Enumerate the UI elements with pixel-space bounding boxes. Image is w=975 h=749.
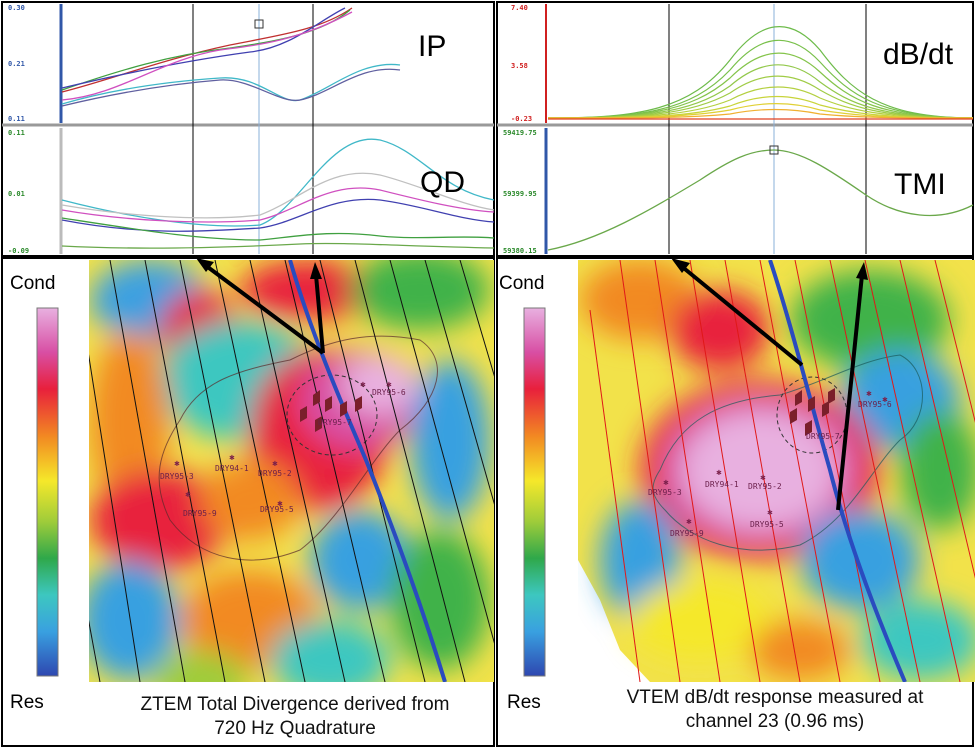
well-marker: ✱ [277,500,283,508]
qd-tick-max: 0.11 [8,129,25,137]
right-color-scale [523,307,546,677]
cursor-lines [258,4,775,254]
left-well-label: DRY94-1 [215,464,249,473]
right-well-label: DRY95-2 [748,482,782,491]
left-well-label: DRY95-3 [160,472,194,481]
tmi-title: TMI [894,168,946,201]
well-marker: ✱ [882,396,888,404]
ip-tick-mid: 0.21 [8,60,25,68]
tmi-tick-min: 59380.15 [503,247,537,255]
left-map-caption: ZTEM Total Divergence derived from 720 H… [95,693,495,741]
qd-tick-mid: 0.01 [8,190,25,198]
left-color-scale [36,307,59,677]
well-marker: ✱ [663,479,669,487]
well-marker: ✱ [686,518,692,526]
right-well-label: DRY95-6 [858,400,892,409]
well-marker: ✱ [185,491,191,499]
vtem-flight-lines [589,260,975,682]
vtem-wells: ✱ ✱ ✱ ✱ ✱ ✱ ✱ [663,390,888,526]
left-scale-top-label: Cond [10,273,56,294]
ztem-flight-lines [89,260,494,682]
right-well-label: DRY95-3 [648,488,682,497]
well-marker: ✱ [716,469,722,477]
vtem-fault-line [768,260,907,682]
tmi-curve [547,145,974,251]
right-well-label: DRY95-9 [670,529,704,538]
vtem-map: ✱ ✱ ✱ ✱ ✱ ✱ ✱ [578,260,975,682]
qd-title: QD [420,166,465,199]
right-well-label: DRY95-7 [806,432,840,441]
tmi-tick-max: 59419.75 [503,129,537,137]
well-marker: ✱ [386,381,392,389]
dbdt-title: dB/dt [883,38,954,71]
profile-plots [1,1,974,257]
right-plot-frame [496,1,974,257]
left-scale-bottom-label: Res [10,692,44,713]
ztem-drill-symbols [300,390,362,432]
right-well-label: DRY94-1 [705,480,739,489]
dbdt-tick-mid: 3.58 [511,62,528,70]
dbdt-curves [547,26,974,120]
ip-tick-max: 0.30 [8,4,25,12]
left-well-label: DRY95-2 [258,469,292,478]
left-well-label: DRY95-9 [183,509,217,518]
left-well-label: DRY95-6 [372,388,406,397]
left-well-label: DRY95-5 [260,505,294,514]
ztem-fault-line [288,260,447,682]
fiducial-lines [192,4,867,254]
well-marker: ✱ [866,390,872,398]
right-scale-top-label: Cond [499,273,545,294]
well-marker: ✱ [767,509,773,517]
correlation-arrows [196,258,868,511]
ztem-wells: ✱ ✱ ✱ ✱ ✱ ✱ ✱ [174,381,392,508]
well-marker: ✱ [360,381,366,389]
well-marker: ✱ [760,474,766,482]
right-caption-line1: VTEM dB/dt response measured at [626,687,924,708]
well-marker: ✱ [272,460,278,468]
ip-tick-min: 0.11 [8,115,25,123]
qd-tick-min: -0.09 [8,247,30,255]
right-caption-line2: channel 23 (0.96 ms) [685,711,865,732]
well-marker: ✱ [174,460,180,468]
vtem-drill-symbols [790,388,835,436]
left-caption-line2: 720 Hz Quadrature [214,718,376,739]
right-map-caption: VTEM dB/dt response measured at channel … [575,686,975,734]
right-scale-bottom-label: Res [507,692,541,713]
well-marker: ✱ [229,454,235,462]
tmi-tick-mid: 59399.95 [503,190,537,198]
ip-title: IP [418,30,447,63]
ip-curves [61,7,401,107]
dbdt-tick-max: 7.40 [511,4,528,12]
qd-curves [61,138,495,249]
dbdt-tick-min: -0.23 [511,115,533,123]
left-caption-line1: ZTEM Total Divergence derived from [140,694,450,715]
left-well-label: DRY95-7 [318,418,352,427]
right-well-label: DRY95-5 [750,520,784,529]
